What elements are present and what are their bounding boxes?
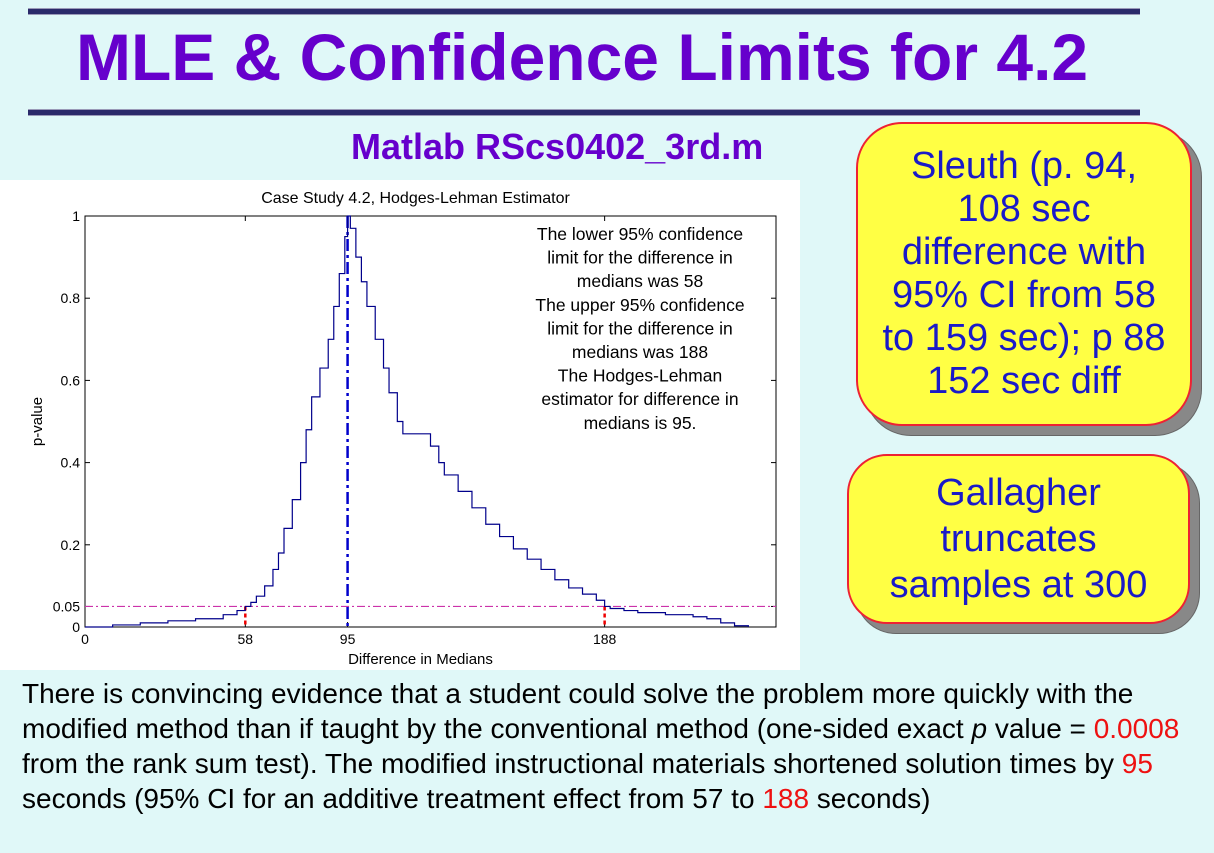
annotation-line: The lower 95% confidence: [537, 224, 743, 244]
chart-title: Case Study 4.2, Hodges-Lehman Estimator: [261, 190, 570, 207]
x-tick-label: 0: [81, 631, 89, 647]
title-underline-rule: [28, 109, 1140, 116]
annotation-line: limit for the difference in: [547, 318, 732, 338]
upper-limit-highlight: 188: [762, 783, 810, 814]
plot-frame: [84, 215, 777, 628]
y-tick-label: 0.2: [61, 537, 81, 553]
conclusion-text-3: from the rank sum test). The modified in…: [22, 748, 1122, 779]
y-axis-label: p-value: [29, 397, 46, 446]
x-tick-label: 95: [340, 631, 356, 647]
annotation-line: The Hodges-Lehman: [558, 366, 722, 386]
x-axis-label: Difference in Medians: [348, 651, 493, 668]
conclusion-text-5: seconds): [809, 783, 931, 814]
sleuth-callout: Sleuth (p. 94, 108 sec difference with 9…: [856, 122, 1192, 426]
annotation-line: The upper 95% confidence: [535, 295, 744, 315]
conclusion-text-4: seconds (95% CI for an additive treatmen…: [22, 783, 763, 814]
conclusion-text-1: There is convincing evidence that a stud…: [22, 678, 1134, 744]
x-tick-label: 58: [238, 631, 254, 647]
annotation-line: medians is 95.: [584, 413, 697, 433]
slide-subtitle: Matlab RScs0402_3rd.m: [351, 126, 764, 167]
y-tick-label: 0.6: [61, 372, 81, 388]
annotation-line: medians was 188: [572, 342, 708, 362]
y-tick-label: 1: [72, 208, 80, 224]
p-value-curve: [85, 215, 749, 628]
y-tick-label: 0.4: [61, 455, 81, 471]
annotation-line: limit for the difference in: [547, 248, 732, 268]
gallagher-callout: Gallagher truncates samples at 300: [847, 454, 1190, 624]
conclusion-paragraph: There is convincing evidence that a stud…: [22, 676, 1202, 816]
conclusion-p-italic: p: [971, 713, 988, 744]
x-tick-label: 188: [593, 631, 617, 647]
slide-title: MLE & Confidence Limits for 4.2: [76, 20, 1089, 94]
chart: Case Study 4.2, Hodges-Lehman Estimator D…: [0, 180, 800, 670]
y-tick-label: 0.8: [61, 290, 81, 306]
conclusion-text-2: value =: [987, 713, 1094, 744]
top-rule: [28, 8, 1140, 15]
p-value-highlight: 0.0008: [1093, 713, 1180, 744]
y-tick-label: 0.05: [53, 598, 80, 614]
shortened-seconds-highlight: 95: [1121, 748, 1153, 779]
annotation-line: medians was 58: [577, 271, 703, 291]
annotation-line: estimator for difference in: [541, 389, 738, 409]
y-tick-label: 0: [72, 619, 80, 635]
